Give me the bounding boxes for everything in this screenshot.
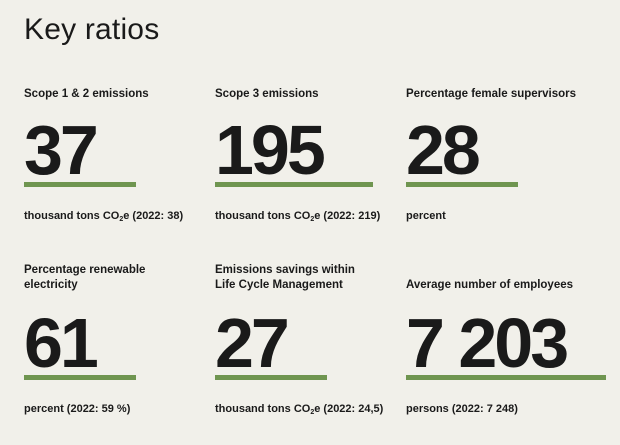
ratio-accent-bar <box>215 182 373 187</box>
ratio-note: thousand tons CO2e (2022: 38) <box>24 210 184 223</box>
ratio-label: Average number of employees <box>406 279 574 291</box>
ratio-card-scope-1-2-emissions: Scope 1 & 2 emissions 37 thousand tons C… <box>24 87 219 223</box>
ratio-card-scope-3-emissions: Scope 3 emissions 195 thousand tons CO2e… <box>215 87 410 223</box>
ratio-accent-bar <box>215 375 327 380</box>
ratio-value: 27 <box>215 304 290 382</box>
ratio-note: thousand tons CO2e (2022: 24,5) <box>215 403 384 416</box>
ratio-value: 195 <box>215 111 326 189</box>
ratio-accent-bar <box>406 182 518 187</box>
ratio-note: thousand tons CO2e (2022: 219) <box>215 210 381 223</box>
ratio-value: 61 <box>24 304 99 382</box>
ratio-label: Percentage renewable electricity <box>24 264 146 291</box>
ratio-accent-bar <box>24 182 136 187</box>
ratio-label: Percentage female supervisors <box>406 88 577 100</box>
ratio-label: Scope 3 emissions <box>215 88 319 100</box>
ratio-value: 7 203 <box>406 304 569 382</box>
ratio-note: persons (2022: 7 248) <box>406 403 518 415</box>
ratio-note: percent <box>406 210 446 222</box>
ratio-value: 37 <box>24 111 99 189</box>
ratio-note: percent (2022: 59 %) <box>24 403 131 415</box>
ratio-card-female-supervisors: Percentage female supervisors 28 percent <box>406 87 601 222</box>
ratio-card-renewable-electricity: Percentage renewable electricity 61 perc… <box>24 263 219 415</box>
ratio-accent-bar <box>406 375 606 380</box>
ratio-label: Scope 1 & 2 emissions <box>24 88 149 100</box>
ratio-card-average-employees: Average number of employees 7 203 person… <box>406 263 606 415</box>
ratio-accent-bar <box>24 375 136 380</box>
ratio-value: 28 <box>406 111 481 189</box>
ratio-card-lcm-emissions-savings: Emissions savings within Life Cycle Mana… <box>215 263 410 416</box>
page-title: Key ratios <box>24 13 160 46</box>
ratio-label: Emissions savings within Life Cycle Mana… <box>215 264 355 291</box>
